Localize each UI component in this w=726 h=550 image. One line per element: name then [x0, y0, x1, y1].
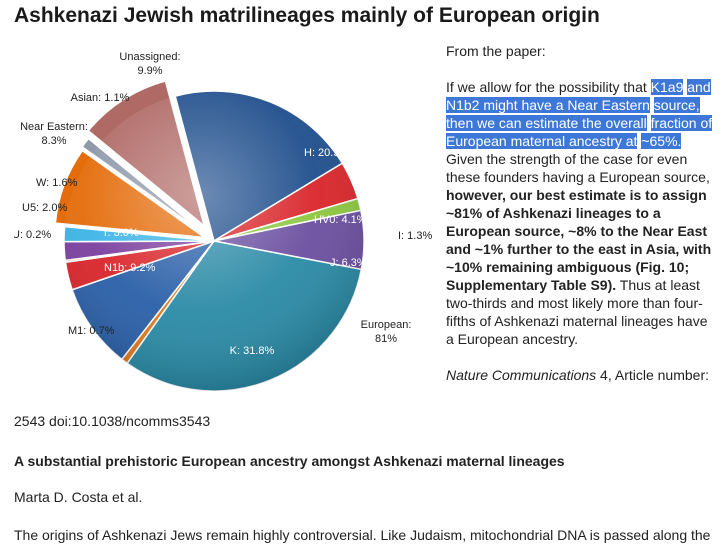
highlight-1[interactable]: K1a9 [650, 79, 684, 95]
pie-label-w: W: 1.6% [36, 177, 78, 189]
pie-label-i: I: 1.3% [398, 230, 432, 242]
quote-text: Thus at least two-thirds and most likely… [446, 277, 708, 347]
pie-label-asian: Asian: 1.1% [71, 92, 130, 104]
quote-intro: From the paper: [446, 43, 546, 59]
pie-label-n1b: N1b: 9.2% [104, 262, 156, 274]
pie-chart: H: 20.5% HV0: 4.1% I: 1.3% J: 6.3% K: 31.8% M… [14, 46, 434, 391]
pie-label-h: H: 20.5% [304, 147, 349, 159]
page-title: Ashkenazi Jewish matrilineages mainly of… [14, 4, 600, 27]
citation: Nature Communications 4, Article number: [446, 366, 718, 384]
journal-name: Nature Communications [446, 367, 597, 383]
pie-label-u5: U5: 2.0% [22, 202, 67, 214]
quote-text: If we allow for the possibility that [446, 79, 651, 95]
pie-label-near-eastern: Near Eastern: 8.3% [20, 121, 88, 147]
pie-label-hv0: HV0: 4.1% [314, 214, 367, 226]
pie-label-u: U: 0.2% [14, 229, 51, 241]
abstract-text: The origins of Ashkenazi Jews remain hig… [14, 527, 711, 543]
quote-bold: however, our best estimate is to assign … [446, 187, 712, 293]
citation-rest: 4, Article number: [596, 367, 709, 383]
doi-line: 2543 doi:10.1038/ncomms3543 [14, 413, 211, 429]
pie-label-k: K: 31.8% [230, 345, 275, 357]
pie-label-m1: M1: 0.7% [68, 325, 115, 337]
pie-label-t: T: 3.0% [102, 227, 139, 239]
pie-label-j: J: 6.3% [330, 257, 367, 269]
article-title: A substantial prehistoric European ances… [14, 453, 565, 469]
group-label-european: European: 81% [361, 319, 412, 345]
quote-panel: From the paper: If we allow for the poss… [446, 42, 718, 384]
pie-label-unassigned: Unassigned: 9.9% [119, 51, 180, 77]
quote-text: Given the strength of the case for even … [446, 151, 710, 185]
quote-paragraph: If we allow for the possibility that K1a… [446, 78, 718, 348]
author-line: Marta D. Costa et al. [14, 489, 143, 505]
highlight-5[interactable]: ~65%. [641, 133, 682, 149]
